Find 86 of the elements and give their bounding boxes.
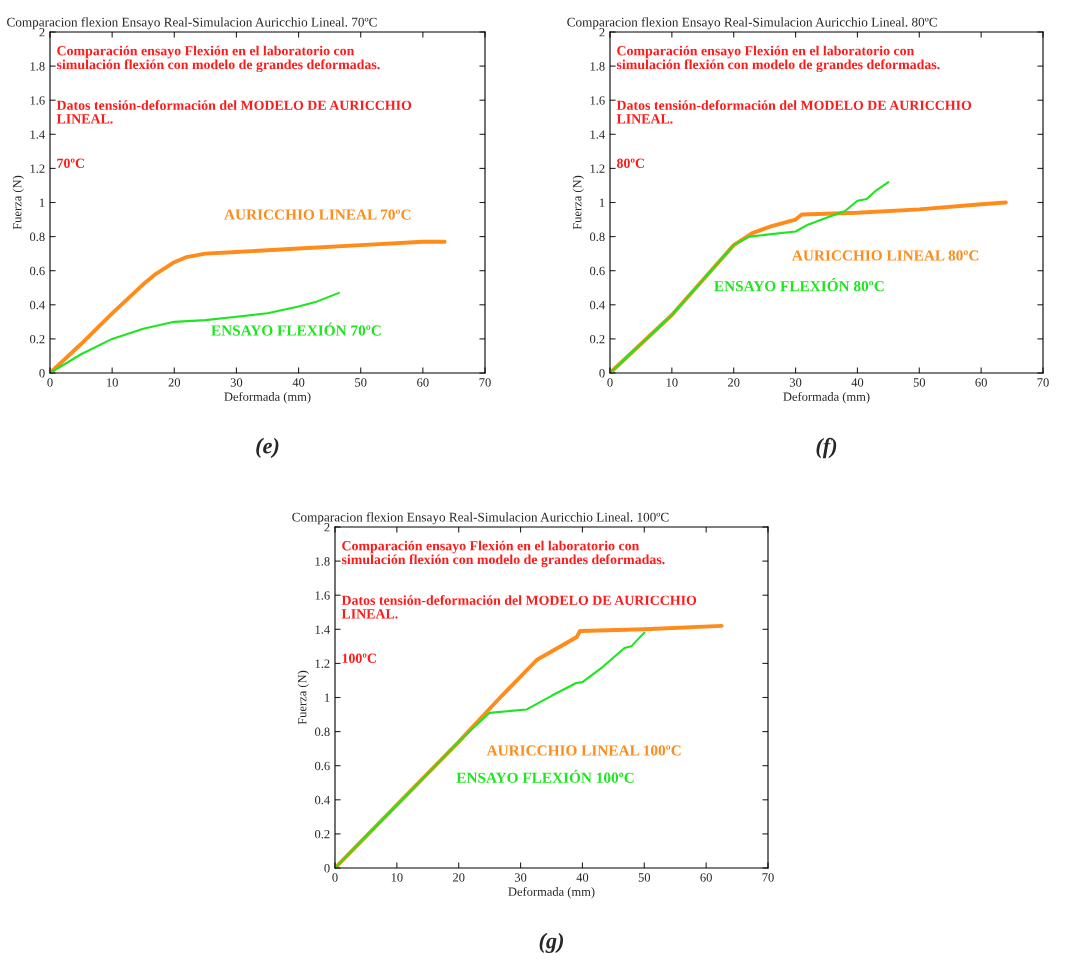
- x-tick-label: 40: [851, 378, 864, 387]
- x-tick-label: 70: [479, 378, 491, 387]
- text: (f): [816, 437, 837, 459]
- y-tick-label: 0.2: [589, 334, 605, 344]
- y-tick-label: 0: [599, 369, 605, 378]
- y-tick-label: 1.4: [30, 130, 45, 139]
- x-tick-label: 20: [168, 378, 181, 387]
- annotation: Datos tensión-deformación del MODELO DE AURICCHIO LINEAL.: [616, 100, 972, 124]
- x-tick-label: 50: [638, 873, 651, 882]
- annotation: Comparación ensayo Flexión en el laboratorio con simulación flexión con modelo de grandes deformadas.: [616, 45, 940, 73]
- x-tick-label: 30: [514, 873, 527, 882]
- line-series: [50, 239, 447, 373]
- annotation: Comparación ensayo Flexión en el laboratorio con simulación flexión con modelo de grandes deformadas.: [341, 540, 665, 568]
- x-tick-label: 60: [417, 378, 429, 387]
- annotation: 100ºC: [342, 653, 376, 663]
- series-label: ENSAYO FLEXIÓN 80ºC: [714, 278, 884, 292]
- x-tick-label: 60: [700, 873, 712, 882]
- y-tick-label: 2: [324, 523, 330, 532]
- y-tick-label: 0.8: [589, 232, 605, 242]
- x-tick-label: 0: [607, 378, 613, 387]
- x-tick-label: 0: [47, 378, 53, 387]
- y-tick-label: 1: [599, 198, 605, 207]
- x-tick-label: 10: [391, 873, 403, 882]
- y-tick-label: 0.8: [29, 232, 45, 242]
- text: (g): [539, 932, 564, 953]
- y-axis-title: Fuerza (N): [572, 175, 584, 230]
- x-tick-label: 70: [762, 873, 774, 882]
- y-tick-label: 1.8: [590, 62, 605, 71]
- x-tick-label: 20: [453, 873, 465, 882]
- x-axis-title: Deformada (mm): [783, 391, 870, 404]
- chart-title: Comparacion flexion Ensayo Real-Simulacion Auricchio Lineal. 70ºC: [7, 17, 377, 30]
- annotation: 70ºC: [57, 158, 84, 168]
- y-tick-label: 0.6: [314, 761, 330, 771]
- annotation: Comparación ensayo Flexión en el laboratorio con simulación flexión con modelo de grandes deformadas.: [56, 45, 380, 73]
- y-tick-label: 0.8: [314, 727, 330, 737]
- y-tick-label: 1.2: [30, 164, 45, 173]
- y-tick-label: 2: [599, 28, 605, 37]
- y-tick-label: 1.6: [590, 96, 605, 105]
- x-tick-label: 40: [576, 873, 589, 882]
- x-tick-label: 70: [1037, 378, 1049, 387]
- y-tick-label: 1.6: [30, 96, 45, 105]
- chart-title: Comparacion flexion Ensayo Real-Simulacion Auricchio Lineal. 100ºC: [292, 512, 669, 525]
- y-tick-label: 0.4: [314, 795, 330, 805]
- y-tick-label: 1: [39, 198, 45, 207]
- y-tick-label: 1.8: [30, 62, 45, 71]
- annotation: Datos tensión-deformación del MODELO DE AURICCHIO LINEAL.: [341, 595, 697, 619]
- x-tick-label: 60: [975, 378, 987, 387]
- y-tick-label: 1.2: [590, 164, 605, 173]
- x-tick-label: 40: [292, 378, 305, 387]
- y-axis-title: Fuerza (N): [12, 175, 24, 230]
- series-label: AURICCHIO LINEAL 100ºC: [486, 745, 681, 756]
- y-tick-label: 0: [324, 864, 330, 873]
- y-tick-label: 1.2: [315, 659, 330, 668]
- x-tick-label: 10: [106, 378, 118, 387]
- x-tick-label: 30: [230, 378, 243, 387]
- y-tick-label: 2: [39, 28, 45, 37]
- annotation: Datos tensión-deformación del MODELO DE AURICCHIO LINEAL.: [56, 100, 412, 124]
- y-tick-label: 0.6: [589, 266, 605, 276]
- y-tick-label: 0: [39, 369, 45, 378]
- y-tick-label: 0.2: [29, 334, 45, 344]
- y-tick-label: 0.6: [29, 266, 45, 276]
- series-label: AURICCHIO LINEAL 70ºC: [224, 209, 411, 220]
- y-tick-label: 1: [324, 693, 330, 702]
- y-tick-label: 0.2: [314, 829, 330, 839]
- series-label: AURICCHIO LINEAL 80ºC: [792, 250, 979, 261]
- y-tick-label: 1.4: [590, 130, 605, 139]
- x-tick-label: 30: [789, 378, 802, 387]
- x-tick-label: 50: [355, 378, 367, 387]
- x-tick-label: 10: [666, 378, 678, 387]
- x-tick-label: 0: [332, 873, 338, 882]
- y-tick-label: 1.8: [315, 557, 330, 566]
- y-axis-title: Fuerza (N): [297, 670, 309, 725]
- y-tick-label: 1.6: [315, 591, 330, 600]
- x-tick-label: 20: [728, 378, 740, 387]
- x-axis-title: Deformada (mm): [224, 391, 311, 404]
- chart-title: Comparacion flexion Ensayo Real-Simulacion Auricchio Lineal. 80ºC: [567, 17, 937, 30]
- y-tick-label: 1.4: [315, 625, 330, 634]
- x-axis-title: Deformada (mm): [508, 886, 595, 899]
- y-tick-label: 0.4: [589, 300, 605, 310]
- series-label: ENSAYO FLEXIÓN 70ºC: [211, 322, 381, 336]
- x-tick-label: 50: [913, 378, 926, 387]
- line-series: [335, 631, 646, 868]
- y-tick-label: 0.4: [29, 300, 45, 310]
- annotation: 80ºC: [616, 158, 644, 168]
- series-label: ENSAYO FLEXIÓN 100ºC: [456, 769, 634, 783]
- text: (e): [256, 437, 279, 458]
